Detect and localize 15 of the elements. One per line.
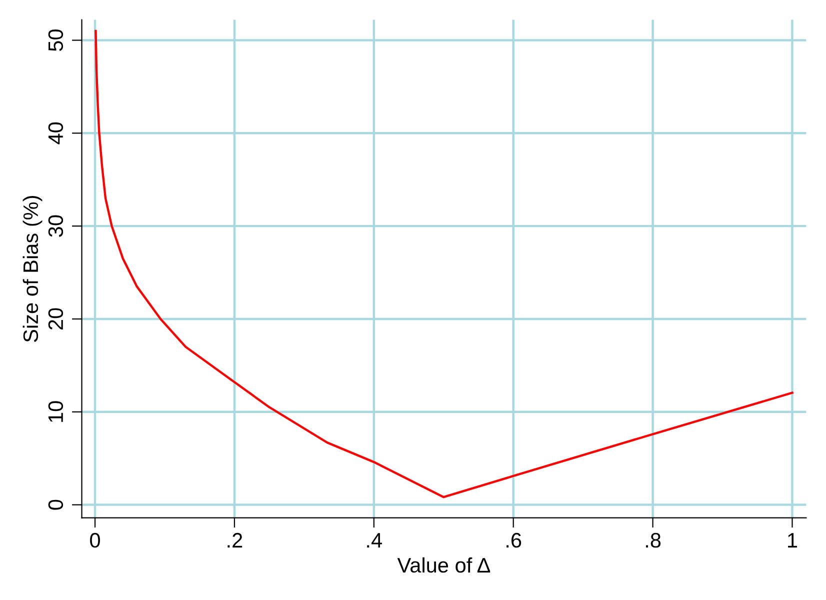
y-axis-title: Size of Bias (%) (22, 196, 42, 342)
y-tick-label: 20 (48, 308, 64, 330)
x-tick-label: .6 (506, 532, 522, 548)
x-tick-label: 1 (788, 533, 798, 548)
y-tick-label: 50 (48, 29, 64, 51)
line-series (94, 30, 794, 498)
y-tick-label: 30 (48, 215, 64, 237)
x-tick-label: .2 (228, 532, 242, 548)
x-tick-label: .8 (646, 532, 661, 548)
x-tick-label: 0 (90, 532, 100, 548)
y-tick-label: 10 (48, 401, 64, 422)
y-tick-label: 0 (48, 500, 64, 510)
x-tick-label: .4 (367, 533, 382, 548)
y-tick-label: 40 (48, 122, 64, 144)
x-axis-title: Value of Δ (397, 557, 490, 573)
